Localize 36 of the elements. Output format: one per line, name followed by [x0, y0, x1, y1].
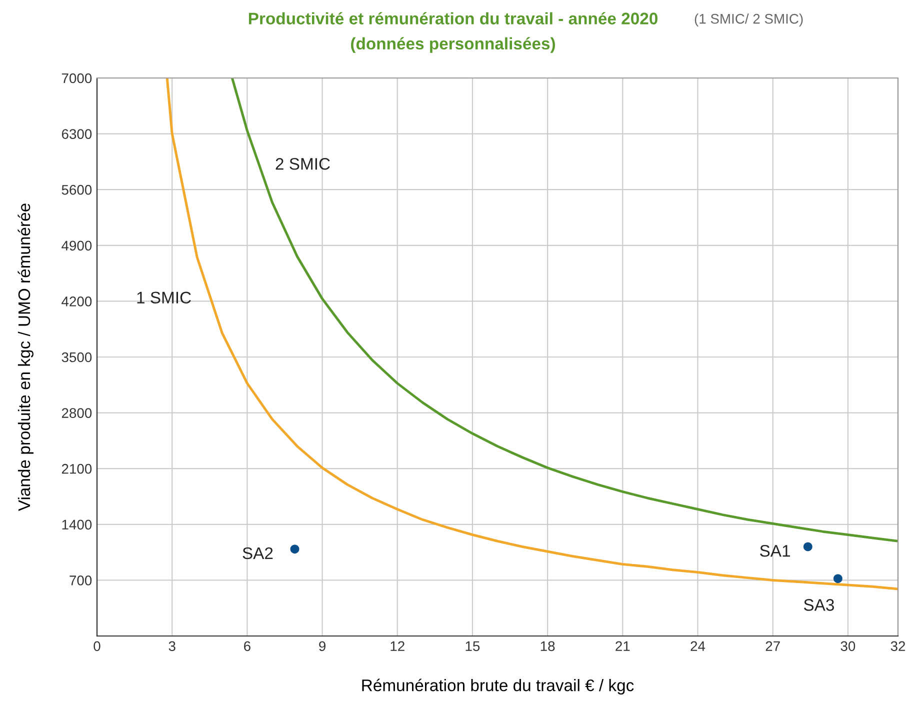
y-axis-title: Viande produite en kgc / UMO rémunérée: [18, 204, 34, 512]
point: [833, 574, 842, 584]
y-tick-label: 4200: [62, 296, 92, 306]
annotation: SA2: [242, 547, 273, 560]
x-tick-label: 27: [766, 641, 780, 651]
x-tick-label: 18: [540, 641, 555, 652]
x-tick-label: 3: [168, 641, 176, 652]
x-tick-label: 32: [890, 641, 906, 652]
y-tick-label: 2100: [62, 464, 92, 474]
x-axis-title: Rémunération brute du travail € / kgc: [362, 678, 634, 695]
x-tick-label: 21: [616, 641, 630, 651]
chart-subtitle: (données personnalisées): [351, 37, 555, 53]
text: (1 SMIC/ 2 SMIC): [694, 14, 803, 26]
x-tick-label: 12: [390, 641, 404, 651]
series-label: 1 SMIC: [137, 292, 191, 304]
y-tick-label: 3500: [62, 352, 92, 362]
x-tick-label: 9: [319, 641, 326, 652]
y-tick-label: 7000: [62, 73, 92, 84]
y-tick-label: 2800: [62, 408, 92, 418]
x-tick-label: 30: [840, 641, 856, 652]
series-label: 2 SMIC: [276, 158, 330, 170]
x-tick-label: 6: [244, 641, 250, 652]
y-tick-label: 700: [70, 576, 92, 586]
y-tick-label: 4900: [62, 240, 92, 251]
point: [803, 542, 812, 552]
line-series: [230, 78, 898, 542]
y-tick-label: 5600: [62, 184, 92, 195]
x-tick-label: 24: [690, 641, 706, 651]
y-tick-label: 1400: [62, 520, 92, 530]
x-tick-label: 15: [466, 641, 480, 652]
y-tick-label: 6300: [62, 129, 92, 139]
chart-title: Productivité et rémunération du travail - année 2020: [248, 12, 658, 24]
annotation: SA3: [804, 599, 834, 611]
annotation: SA1: [760, 544, 790, 557]
x-tick-label: 0: [94, 641, 100, 652]
point: [290, 544, 300, 554]
